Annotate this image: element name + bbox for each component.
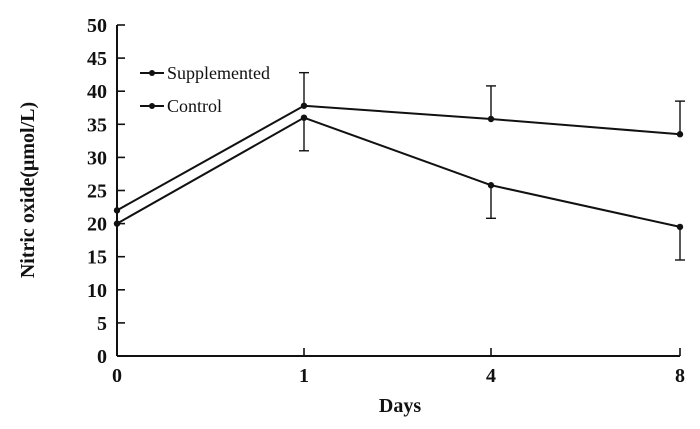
series-layer xyxy=(113,71,685,261)
data-point xyxy=(676,131,684,138)
series-control xyxy=(113,114,685,261)
x-tick-label: 1 xyxy=(299,365,309,387)
y-tick-label: 10 xyxy=(87,280,107,302)
series-supplemented xyxy=(113,71,685,214)
y-ticks: 0 5 10 15 20 25 30 35 40 45 50 xyxy=(87,15,125,368)
legend-marker xyxy=(149,70,155,76)
data-point xyxy=(113,220,121,227)
x-tick-label: 4 xyxy=(486,365,496,387)
x-tick-label: 8 xyxy=(675,365,685,387)
y-tick-label: 45 xyxy=(87,48,107,70)
y-tick-label: 20 xyxy=(87,214,107,236)
data-point xyxy=(300,114,308,121)
y-tick-label: 0 xyxy=(97,346,107,368)
data-point xyxy=(487,182,495,189)
y-tick-label: 15 xyxy=(87,247,107,269)
x-axis-title: Days xyxy=(379,395,421,417)
series-line xyxy=(116,116,681,228)
x-ticks: 0 1 4 8 xyxy=(112,348,685,387)
legend: Supplemented Control xyxy=(140,63,270,116)
data-point xyxy=(113,207,121,214)
y-tick-label: 30 xyxy=(87,147,107,169)
y-tick-label: 40 xyxy=(87,81,107,103)
legend-label: Control xyxy=(167,96,222,116)
y-tick-label: 50 xyxy=(87,15,107,37)
data-point xyxy=(676,223,684,231)
y-axis-title: Nitric oxide(μmol/L) xyxy=(17,102,39,278)
series-line xyxy=(116,104,681,212)
data-point xyxy=(487,115,495,123)
legend-marker xyxy=(149,103,155,109)
x-tick-label: 0 xyxy=(112,365,122,387)
legend-label: Supplemented xyxy=(167,63,270,83)
data-point xyxy=(300,102,308,109)
y-tick-label: 25 xyxy=(87,181,107,203)
y-tick-label: 35 xyxy=(87,114,107,136)
y-tick-label: 5 xyxy=(97,313,107,335)
